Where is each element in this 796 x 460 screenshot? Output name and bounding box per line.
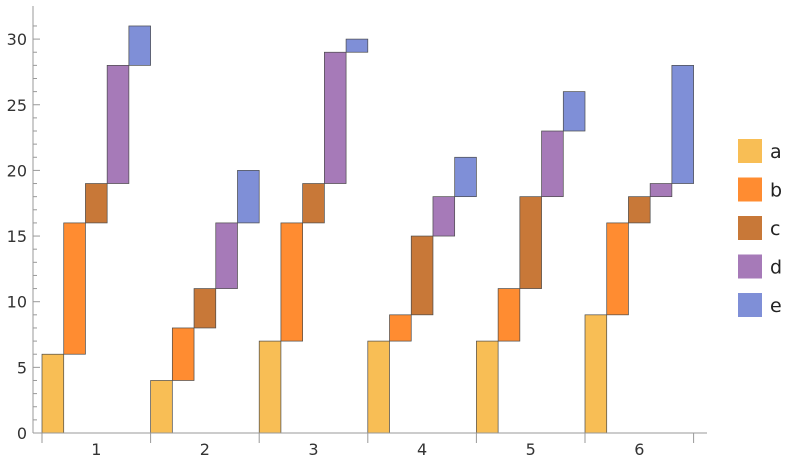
legend-item-d: d [738,254,782,279]
legend-swatch [738,293,762,317]
bar-d-1 [106,65,130,184]
legend-label: b [770,180,782,202]
x-tick-label: 2 [200,440,210,459]
y-tick-label: 20 [7,161,27,180]
bar-a-2 [150,380,173,434]
bar-a-1 [41,353,65,434]
plot-area [41,25,694,434]
bar-d-3 [324,51,347,184]
legend-label: e [770,295,782,317]
y-tick-label: 15 [7,227,27,246]
y-tick-label: 25 [7,96,27,115]
bar-b-3 [280,222,303,342]
x-tick-label: 3 [308,440,318,459]
legend-item-e: e [738,293,782,317]
bar-e-1 [128,25,151,66]
legend-swatch [738,216,762,240]
bar-a-6 [584,314,608,434]
x-tick-label: 4 [417,440,427,459]
bar-b-4 [389,314,412,342]
y-axis: 0 5 10 15 20 25 30 [7,6,40,443]
x-tick-label: 6 [634,440,644,459]
x-tick-label: 1 [91,440,101,459]
bar-c-3 [302,183,325,224]
bar-b-6 [606,222,629,316]
bar-c-5 [519,196,542,289]
y-tick-label: 0 [17,424,27,443]
bar-b-2 [171,327,195,381]
y-tick-label: 10 [7,293,27,312]
y-tick-label: 30 [7,30,27,49]
bar-d-2 [215,222,238,289]
bar-e-6 [671,65,694,184]
legend-swatch [738,177,762,202]
bar-a-5 [476,340,499,434]
bar-e-5 [562,91,586,132]
legend-item-b: b [738,177,782,202]
bar-e-2 [237,170,260,224]
bar-c-4 [410,235,434,316]
bar-e-3 [345,38,369,53]
legend-swatch [738,139,762,163]
x-tick-label: 5 [526,440,536,459]
bar-e-4 [454,156,477,198]
legend-item-c: c [738,216,780,240]
bar-c-1 [85,183,108,224]
bar-d-5 [541,130,564,198]
bar-b-5 [497,288,521,342]
legend-label: a [770,141,782,163]
bar-a-3 [258,340,282,434]
legend-label: c [770,218,780,240]
x-axis: 1 2 3 4 5 6 [33,432,707,459]
bar-a-4 [367,340,390,434]
y-tick-label: 5 [17,358,27,377]
bar-b-1 [63,222,86,355]
bar-d-6 [649,183,673,198]
bar-c-2 [193,288,217,329]
legend-swatch [738,254,762,279]
bar-c-6 [628,196,651,224]
legend-item-a: a [738,139,782,163]
legend-label: d [770,257,782,279]
bar-d-4 [432,196,456,237]
